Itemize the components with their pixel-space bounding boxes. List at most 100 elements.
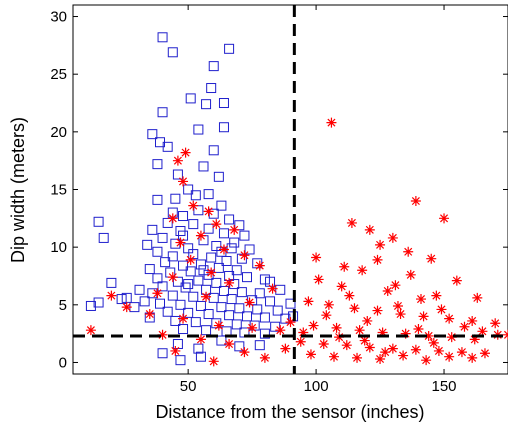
square-marker — [195, 300, 206, 311]
asterisk-marker — [326, 117, 337, 128]
y-tick-label: 10 — [50, 239, 67, 256]
y-tick-label: 5 — [59, 297, 67, 314]
square-marker — [157, 348, 168, 359]
asterisk-marker — [201, 291, 212, 302]
asterisk-marker — [400, 328, 411, 339]
square-marker — [172, 169, 183, 180]
square-marker — [167, 251, 178, 262]
asterisk-marker — [467, 315, 478, 326]
asterisk-marker — [395, 309, 406, 320]
asterisk-marker — [203, 206, 214, 217]
square-marker — [259, 274, 270, 285]
square-marker — [157, 32, 168, 43]
square-marker — [116, 294, 127, 305]
asterisk-marker — [303, 296, 314, 307]
asterisk-marker — [218, 244, 229, 255]
asterisk-marker — [195, 334, 206, 345]
square-marker — [193, 275, 204, 286]
square-marker — [259, 328, 270, 339]
square-marker — [172, 276, 183, 287]
asterisk-marker — [416, 294, 426, 305]
y-tick-label: 25 — [50, 66, 67, 83]
asterisk-marker — [285, 317, 296, 328]
square-marker — [157, 232, 168, 243]
x-tick-label: 50 — [180, 378, 197, 395]
asterisk-marker — [106, 290, 117, 301]
square-marker — [242, 272, 252, 283]
asterisk-marker — [144, 309, 155, 320]
square-marker — [208, 145, 219, 156]
asterisk-marker — [298, 327, 309, 338]
asterisk-marker — [239, 250, 250, 261]
square-marker — [221, 255, 232, 266]
asterisk-marker — [410, 344, 421, 355]
asterisk-marker — [413, 324, 424, 335]
asterisk-marker — [423, 330, 434, 341]
square-marker — [226, 243, 237, 254]
asterisk-marker — [392, 300, 403, 311]
asterisk-marker — [346, 217, 357, 228]
square-marker — [178, 211, 189, 222]
asterisk-marker — [167, 272, 178, 283]
square-marker — [188, 219, 199, 230]
asterisk-marker — [426, 253, 437, 264]
square-marker — [175, 299, 186, 310]
square-marker — [167, 290, 178, 301]
square-marker — [224, 43, 235, 54]
asterisk-marker — [398, 350, 409, 361]
square-marker — [208, 292, 219, 303]
asterisk-marker — [180, 147, 191, 158]
square-marker — [193, 343, 204, 354]
asterisk-marker — [446, 332, 457, 343]
asterisk-marker — [444, 313, 455, 324]
asterisk-marker — [311, 252, 322, 263]
square-marker — [234, 220, 245, 231]
square-marker — [185, 266, 196, 277]
asterisk-marker — [410, 196, 421, 207]
asterisk-marker — [152, 288, 163, 299]
x-tick-label: 100 — [304, 378, 329, 395]
data-markers — [85, 32, 508, 367]
asterisk-marker — [364, 342, 375, 353]
asterisk-marker — [375, 354, 386, 365]
square-marker — [198, 161, 209, 172]
asterisk-marker — [195, 230, 206, 241]
square-marker — [162, 306, 173, 317]
asterisk-marker — [178, 313, 189, 324]
square-marker — [208, 61, 219, 72]
square-marker — [224, 310, 235, 321]
asterisk-marker — [490, 318, 501, 329]
asterisk-marker — [390, 280, 401, 291]
square-marker — [285, 298, 296, 309]
square-marker — [216, 200, 227, 211]
square-marker — [244, 244, 255, 255]
asterisk-marker — [405, 269, 416, 280]
asterisk-marker — [456, 347, 467, 358]
square-marker — [188, 291, 199, 302]
square-marker — [85, 300, 96, 311]
square-marker — [195, 259, 206, 270]
square-marker — [203, 309, 214, 320]
square-marker — [242, 311, 252, 322]
asterisk-marker — [436, 304, 447, 315]
square-marker — [157, 281, 168, 292]
square-marker — [280, 313, 291, 324]
y-tick-label: 15 — [50, 182, 67, 199]
square-marker — [203, 189, 214, 200]
asterisk-marker — [208, 356, 219, 367]
square-marker — [203, 223, 214, 234]
asterisk-marker — [336, 281, 347, 292]
asterisk-marker — [267, 283, 278, 294]
asterisk-marker — [344, 290, 355, 301]
square-marker — [236, 253, 247, 264]
asterisk-marker — [308, 320, 319, 331]
square-marker — [93, 297, 104, 308]
square-marker — [98, 232, 109, 243]
asterisk-marker — [362, 315, 373, 326]
asterisk-marker — [431, 290, 442, 301]
asterisk-marker — [357, 265, 368, 276]
square-marker — [265, 296, 276, 307]
asterisk-marker — [85, 325, 96, 336]
square-marker — [167, 47, 178, 58]
y-axis-label: Dip width (meters) — [8, 117, 28, 263]
